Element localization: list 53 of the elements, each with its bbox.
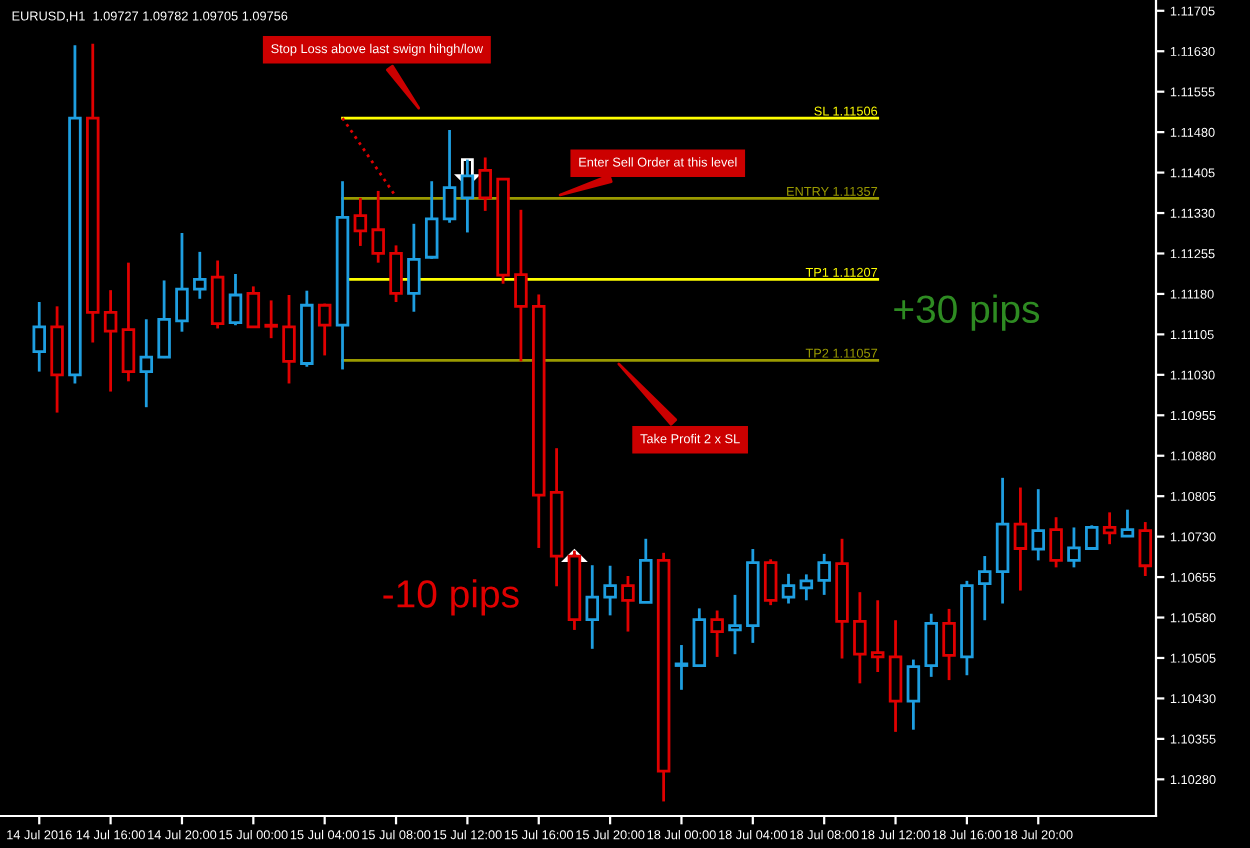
- candlestick: [924, 612, 938, 679]
- candlestick: [121, 261, 136, 383]
- candlestick: [888, 618, 903, 734]
- candlestick: [781, 572, 796, 605]
- candlestick: [817, 552, 831, 597]
- candlestick: [50, 304, 64, 414]
- candlestick: [639, 537, 653, 604]
- candlestick: [246, 284, 261, 329]
- candlestick: [763, 557, 778, 607]
- candlestick: [1067, 526, 1081, 569]
- candlestick: [692, 606, 707, 667]
- candlestick: [353, 196, 368, 248]
- candlestick: [210, 259, 225, 330]
- candlestick: [621, 574, 635, 633]
- candlestick: [371, 189, 385, 265]
- candlestick: [32, 300, 46, 373]
- candlestick: [942, 607, 956, 682]
- candlestick: [906, 658, 921, 732]
- candlestick: [317, 302, 332, 357]
- candlestick: [478, 156, 492, 213]
- candlestick: [442, 128, 457, 225]
- candlestick: [674, 643, 689, 692]
- candlestick: [139, 317, 154, 409]
- candlestick: [728, 593, 742, 656]
- candlestick: [1085, 523, 1099, 550]
- candlestick: [282, 293, 296, 385]
- candlestick: [710, 609, 724, 659]
- candlestick: [1031, 487, 1045, 562]
- candlestick: [870, 598, 885, 674]
- candlestick: [389, 244, 403, 304]
- candlestick: [1120, 508, 1135, 538]
- candlestick: [264, 299, 278, 340]
- candlestick: [514, 208, 528, 363]
- candlestick: [1138, 520, 1153, 578]
- candlestick: [460, 158, 475, 234]
- candlestick: [995, 476, 1010, 605]
- candlestick: [157, 279, 171, 360]
- candlestick: [603, 564, 617, 617]
- annotation: -10 pips: [383, 579, 519, 616]
- candlestick: [175, 231, 189, 334]
- candlestick: [103, 288, 118, 393]
- candlestick: [978, 554, 992, 622]
- candlestick: [585, 563, 600, 651]
- annotation: +30 pips: [894, 294, 1040, 331]
- candlestick: [424, 179, 439, 261]
- candlestick: [799, 572, 814, 602]
- candlestick: [1013, 486, 1028, 592]
- candlestick: [853, 590, 867, 685]
- candlestick: [407, 222, 421, 314]
- candlestick: [1049, 515, 1063, 569]
- candlestick: [228, 272, 243, 327]
- candlestick: [193, 250, 207, 301]
- candlestick: [1102, 510, 1117, 546]
